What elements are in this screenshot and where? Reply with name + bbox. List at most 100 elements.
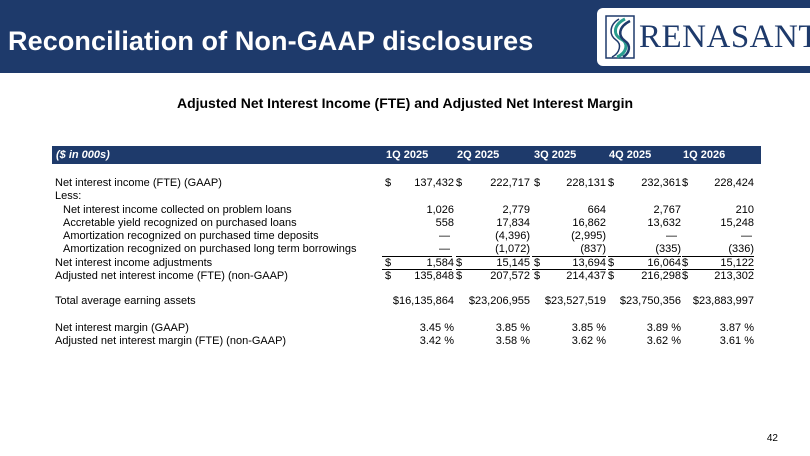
row-label: Accretable yield recognized on purchased…	[63, 217, 297, 229]
cell-value: $23,527,519	[544, 295, 606, 307]
table-row: Adjusted net interest margin (FTE) (non-…	[52, 334, 761, 348]
underline	[682, 256, 754, 257]
underline	[608, 256, 681, 257]
currency-sign: $	[682, 270, 689, 282]
currency-sign: $	[534, 177, 541, 189]
table-row: Less:	[52, 189, 761, 203]
table-row: Total average earning assets $16,135,864…	[52, 294, 761, 308]
underline	[382, 269, 452, 270]
currency-sign: $	[608, 270, 615, 282]
cell-value: $23,883,997	[692, 295, 754, 307]
row-label: Amortization recognized on purchased tim…	[63, 230, 319, 242]
cell-value: 3.85 %	[571, 322, 606, 334]
cell-value: 2,779	[502, 204, 530, 216]
column-header-1q2025: 1Q 2025	[386, 149, 429, 161]
cell-value: 664	[587, 204, 606, 216]
cell-value: 3.58 %	[495, 335, 530, 347]
currency-sign: $	[385, 177, 392, 189]
currency-sign: $	[534, 257, 541, 269]
column-header-3q2025: 3Q 2025	[534, 149, 577, 161]
currency-sign: $	[456, 270, 463, 282]
cell-value: 228,131	[566, 177, 606, 189]
cell-value: 15,122	[720, 257, 754, 269]
column-header-1q2026: 1Q 2026	[683, 149, 726, 161]
column-header-4q2025: 4Q 2025	[609, 149, 652, 161]
cell-value: 3.42 %	[419, 335, 454, 347]
cell-value: (837)	[580, 243, 606, 255]
row-label: Less:	[55, 190, 82, 202]
cell-value: 3.85 %	[495, 322, 530, 334]
cell-value: 1,026	[426, 204, 454, 216]
cell-value: 558	[435, 217, 454, 229]
table-row: Net interest income collected on problem…	[52, 203, 761, 217]
cell-value: $16,135,864	[392, 295, 454, 307]
cell-value: 135,848	[414, 270, 454, 282]
row-label: Net interest margin (GAAP)	[55, 322, 189, 334]
table-row: Net interest income adjustments $ 1,584 …	[52, 256, 761, 270]
currency-sign: $	[456, 177, 463, 189]
currency-sign: $	[682, 177, 689, 189]
row-label: Net interest income (FTE) (GAAP)	[55, 177, 222, 189]
underline	[456, 269, 530, 270]
row-label: Total average earning assets	[55, 295, 196, 307]
row-label: Amortization recognized on purchased lon…	[63, 243, 357, 255]
column-header-label: ($ in 000s)	[56, 149, 110, 161]
renasant-logo-icon	[605, 15, 635, 59]
cell-value: 3.89 %	[646, 322, 681, 334]
cell-value: 137,432	[414, 177, 454, 189]
cell-value: (336)	[728, 243, 754, 255]
cell-value: 16,862	[572, 217, 606, 229]
logo: RENASANT	[597, 8, 810, 66]
cell-value: (2,995)	[571, 230, 606, 242]
cell-value: 232,361	[641, 177, 681, 189]
underline	[682, 269, 754, 270]
cell-value: 210	[735, 204, 754, 216]
table-row: Amortization recognized on purchased tim…	[52, 229, 761, 243]
cell-value: 17,834	[496, 217, 530, 229]
currency-sign: $	[456, 257, 463, 269]
underline	[382, 256, 452, 257]
column-header-2q2025: 2Q 2025	[457, 149, 500, 161]
table-row: Net interest margin (GAAP) 3.45 % 3.85 %…	[52, 321, 761, 335]
currency-sign: $	[682, 257, 689, 269]
page-title: Reconciliation of Non-GAAP disclosures	[8, 26, 534, 56]
currency-sign: $	[534, 270, 541, 282]
underline	[608, 269, 681, 270]
cell-value: 3.62 %	[646, 335, 681, 347]
row-label: Adjusted net interest margin (FTE) (non-…	[55, 335, 287, 347]
cell-value: —	[741, 230, 752, 242]
table-row: Net interest income (FTE) (GAAP) $ 137,4…	[52, 176, 761, 190]
cell-value: —	[666, 230, 677, 242]
cell-value: (1,072)	[495, 243, 530, 255]
cell-value: 3.87 %	[719, 322, 754, 334]
table-row: Amortization recognized on purchased lon…	[52, 242, 761, 256]
cell-value: 2,767	[653, 204, 681, 216]
cell-value: 214,437	[566, 270, 606, 282]
page-number: 42	[766, 433, 778, 444]
cell-value: —	[439, 243, 450, 255]
cell-value: 228,424	[714, 177, 754, 189]
underline	[532, 269, 606, 270]
cell-value: 15,145	[496, 257, 530, 269]
cell-value: $23,206,955	[468, 295, 530, 307]
cell-value: (4,396)	[495, 230, 530, 242]
row-label: Net interest income adjustments	[55, 257, 213, 269]
underline	[456, 256, 530, 257]
cell-value: 216,298	[641, 270, 681, 282]
currency-sign: $	[608, 177, 615, 189]
cell-value: 3.45 %	[419, 322, 454, 334]
cell-value: 1,584	[426, 257, 454, 269]
cell-value: 16,064	[647, 257, 681, 269]
table-row: Adjusted net interest income (FTE) (non-…	[52, 269, 761, 283]
cell-value: 3.61 %	[719, 335, 754, 347]
cell-value: 3.62 %	[571, 335, 606, 347]
cell-value: 13,632	[647, 217, 681, 229]
currency-sign: $	[608, 257, 615, 269]
cell-value: 207,572	[490, 270, 530, 282]
cell-value: (335)	[655, 243, 681, 255]
cell-value: 222,717	[490, 177, 530, 189]
table-row: Accretable yield recognized on purchased…	[52, 216, 761, 230]
table-subtitle: Adjusted Net Interest Income (FTE) and A…	[176, 95, 634, 111]
logo-wordmark: RENASANT	[639, 19, 810, 55]
cell-value: 13,694	[572, 257, 606, 269]
